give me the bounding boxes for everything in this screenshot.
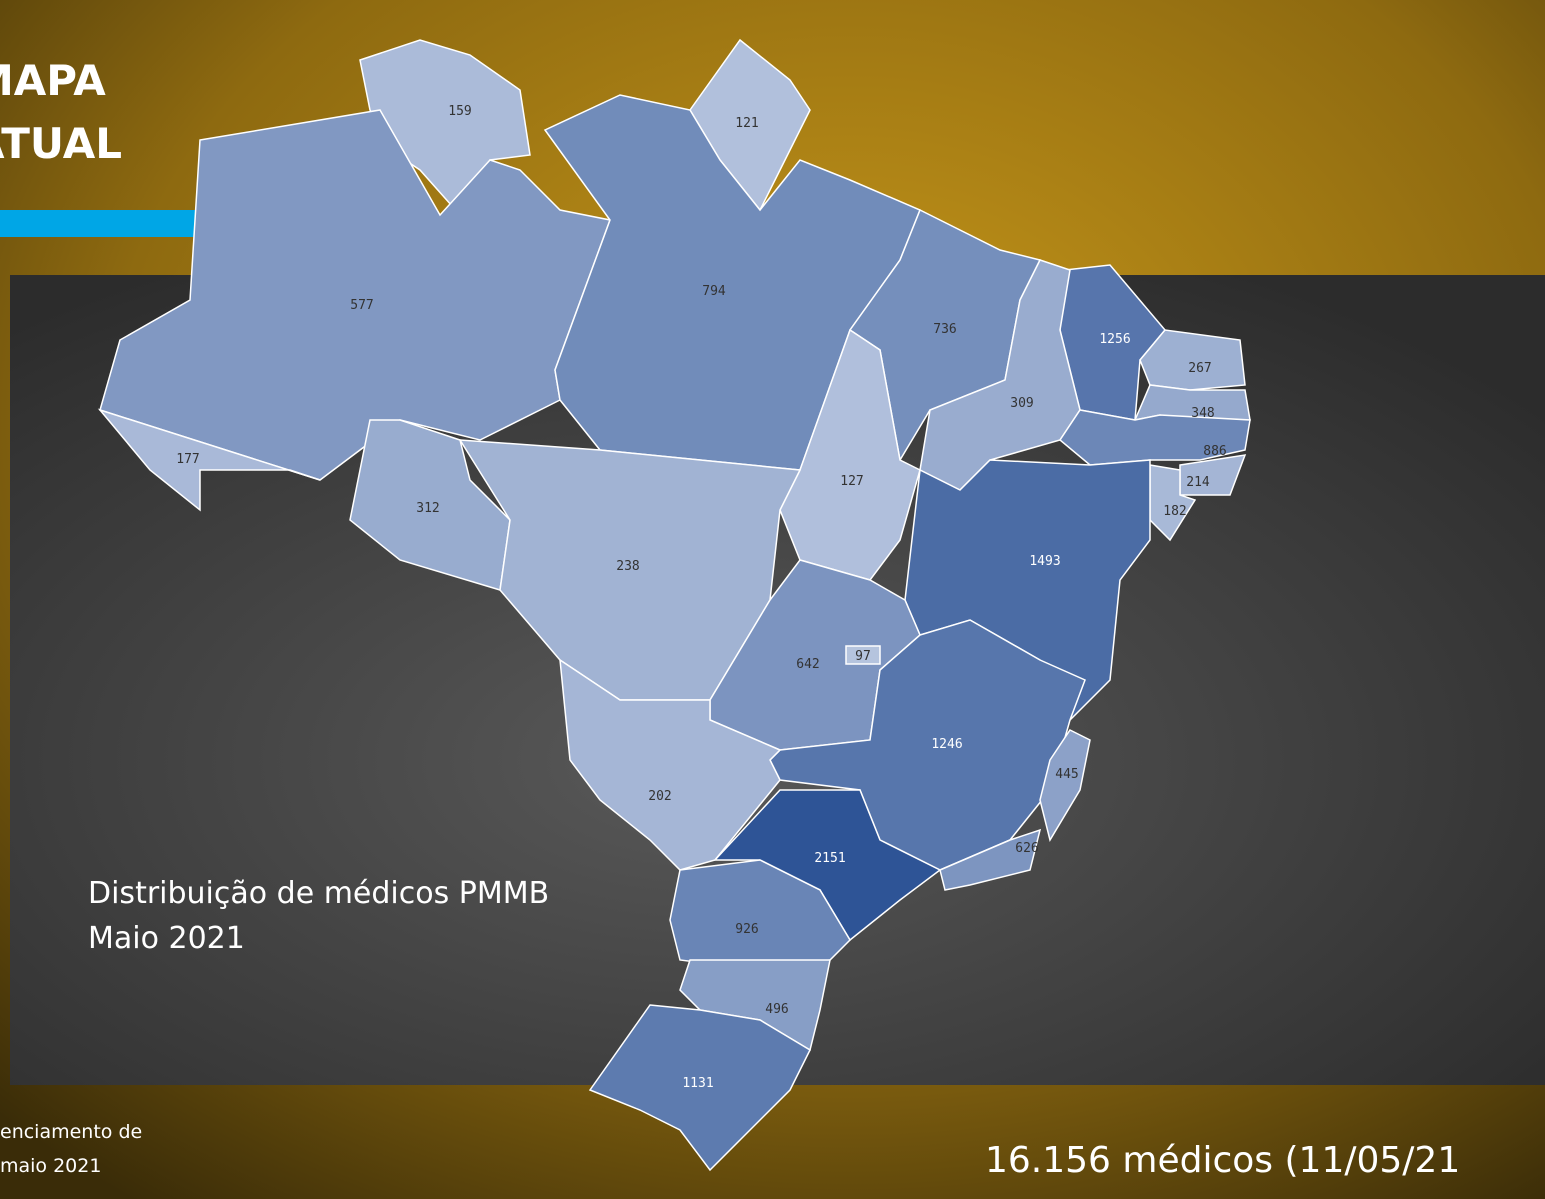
accent-bar	[0, 210, 215, 237]
state-value: 214	[1186, 475, 1210, 490]
state-value: 97	[855, 649, 871, 664]
state-value: 159	[448, 104, 471, 119]
state-value: 238	[616, 559, 639, 574]
state-value: 794	[702, 284, 726, 299]
state-value: 445	[1055, 767, 1078, 782]
state-value: 121	[735, 116, 758, 131]
state-value: 736	[933, 322, 956, 337]
state-value: 1256	[1099, 332, 1130, 347]
state-value: 1246	[931, 737, 962, 752]
state-value: 348	[1191, 406, 1214, 421]
state-value: 926	[735, 922, 758, 937]
state-value: 577	[350, 298, 373, 313]
state-value: 496	[765, 1002, 788, 1017]
state-value: 2151	[814, 851, 845, 866]
state-value: 127	[840, 474, 863, 489]
footer-text: maio 2021	[0, 1155, 101, 1177]
state-value: 182	[1163, 504, 1186, 519]
state-value: 267	[1188, 361, 1211, 376]
slide: MAPA ATUAL 159 121 577 794 736 1256 267 348 309 8…	[0, 0, 1545, 1199]
title: MAPA	[0, 56, 106, 105]
subtitle: Distribuição de médicos PMMB	[88, 876, 549, 911]
state-value: 886	[1203, 444, 1226, 459]
state-value: 1131	[682, 1076, 713, 1091]
state-value: 1493	[1029, 554, 1060, 569]
subtitle: Maio 2021	[88, 921, 245, 956]
state-value: 309	[1010, 396, 1033, 411]
state-value: 642	[796, 657, 819, 672]
state-value: 312	[416, 501, 439, 516]
state-value: 177	[176, 452, 199, 467]
state-value: 202	[648, 789, 671, 804]
footer-text: enciamento de	[0, 1121, 142, 1143]
state-value: 626	[1015, 841, 1038, 856]
total: 16.156 médicos (11/05/21	[985, 1140, 1460, 1181]
